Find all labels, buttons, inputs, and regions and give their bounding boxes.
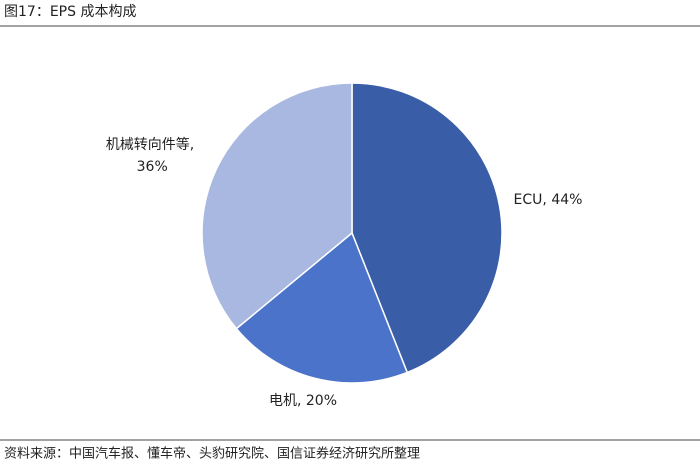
data-label: 机械转向件等, 36% bbox=[106, 136, 194, 175]
data-label: ECU, 44% bbox=[514, 192, 583, 208]
source-note: 资料来源：中国汽车报、懂车帝、头豹研究院、国信证券经济研究所整理 bbox=[4, 446, 420, 462]
pie-slice bbox=[201, 82, 353, 330]
data-label: 电机, 20% bbox=[269, 393, 337, 409]
chart-title: 图17：EPS 成本构成 bbox=[4, 4, 136, 20]
pie-slice bbox=[235, 231, 409, 384]
pie-slice bbox=[351, 82, 503, 374]
